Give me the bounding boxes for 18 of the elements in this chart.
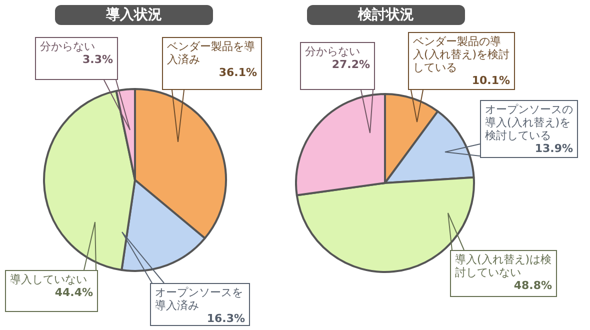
- chart-title: 検討状況: [307, 5, 465, 25]
- data-label: 44.4%: [54, 286, 93, 299]
- data-label: 10.1%: [470, 74, 510, 87]
- chart-title: 導入状況: [55, 5, 213, 25]
- slice-label: 分からない: [305, 45, 361, 58]
- data-label: 3.3%: [81, 53, 113, 66]
- data-label: 16.3%: [206, 312, 245, 325]
- slice-label: 分からない: [40, 40, 96, 53]
- slice-label: 導入(入れ替え)は検討していない: [455, 253, 552, 279]
- slice-label: ベンダー製品を導入済み: [167, 40, 256, 66]
- data-label: 48.8%: [512, 279, 552, 292]
- slice-label: ベンダー製品の導入(入れ替え)を検討している: [413, 35, 510, 74]
- slice-label: オープンソースの導入(入れ替え)を検討している: [485, 103, 573, 142]
- slice-label: オープンソースを導入済み: [155, 286, 244, 312]
- data-label: 27.2%: [330, 58, 370, 71]
- data-label: 36.1%: [218, 66, 257, 79]
- data-label: 13.9%: [534, 142, 573, 155]
- slice-label: 導入していない: [10, 273, 88, 286]
